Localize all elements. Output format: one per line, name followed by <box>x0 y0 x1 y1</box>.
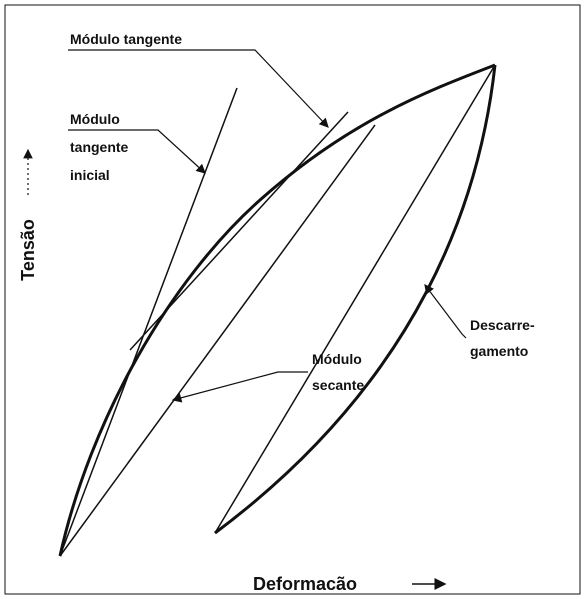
leader <box>171 371 308 403</box>
label: secante <box>312 377 364 393</box>
x-axis-label: Deformacão <box>253 574 357 594</box>
secant-line <box>59 124 376 557</box>
label: Módulo tangente <box>70 31 182 47</box>
leader <box>68 49 329 128</box>
label: tangente <box>70 139 129 155</box>
label: Módulo <box>70 111 120 127</box>
label: inicial <box>70 167 110 183</box>
y-axis-label: Tensão <box>18 219 38 281</box>
initial-tangent-line <box>59 87 238 557</box>
leader <box>68 129 206 174</box>
label: Módulo <box>312 351 362 367</box>
tangent-line <box>129 111 349 351</box>
label: gamento <box>470 343 528 359</box>
label: Descarre- <box>470 317 535 333</box>
frame <box>4 4 581 595</box>
unloading-chord <box>214 64 496 534</box>
leader <box>424 284 467 339</box>
loading-curve <box>58 63 496 557</box>
